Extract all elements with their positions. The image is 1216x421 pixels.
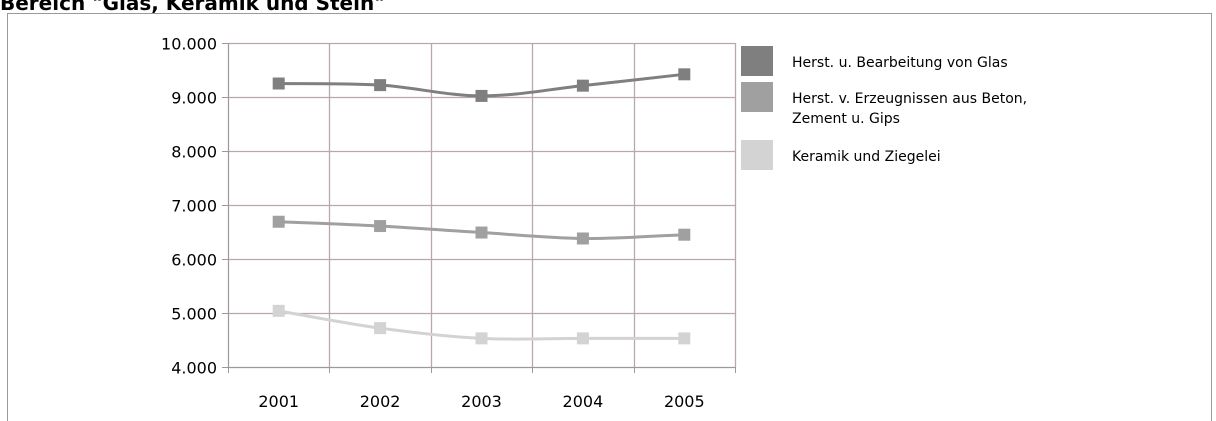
data-point-marker <box>374 322 387 335</box>
data-point-marker <box>678 68 691 81</box>
legend-label: Zement u. Gips <box>792 111 900 127</box>
y-tick-label: 7.000 <box>171 197 217 216</box>
legend-swatch <box>741 82 773 112</box>
data-point-marker <box>475 89 488 102</box>
legend-swatch <box>741 46 773 76</box>
x-tick-label: 2002 <box>360 392 401 411</box>
axes <box>222 43 736 373</box>
data-point-marker <box>272 304 285 317</box>
legend: Herst. u. Bearbeitung von Glas Herst. v. … <box>741 46 1027 170</box>
grid-lines <box>228 42 737 367</box>
page-title: Bereich "Glas, Keramik und Stein" <box>0 0 385 15</box>
data-point-marker <box>475 226 488 239</box>
y-tick-label: 10.000 <box>161 35 217 54</box>
y-tick-label: 8.000 <box>171 143 217 162</box>
data-point-marker <box>272 77 285 90</box>
x-tick-label: 2001 <box>258 392 299 411</box>
chart-frame <box>7 13 1212 421</box>
y-tick-label: 4.000 <box>171 359 217 378</box>
data-point-marker <box>272 215 285 228</box>
series-lines <box>272 68 691 345</box>
y-tick-label: 9.000 <box>171 89 217 108</box>
data-point-marker <box>374 220 387 233</box>
data-point-marker <box>475 332 488 345</box>
data-point-marker <box>678 228 691 241</box>
data-point-marker <box>576 232 589 245</box>
x-tick-labels: 2001 2002 2003 2004 2005 <box>258 392 704 411</box>
data-point-marker <box>678 332 691 345</box>
data-point-marker <box>374 79 387 92</box>
y-tick-label: 5.000 <box>171 305 217 324</box>
y-tick-labels: 4.000 5.000 6.000 7.000 8.000 9.000 10.000 <box>161 35 217 378</box>
x-tick-label: 2004 <box>563 392 604 411</box>
data-point-marker <box>576 79 589 92</box>
x-tick-label: 2003 <box>461 392 502 411</box>
x-tick-label: 2005 <box>664 392 705 411</box>
legend-label: Herst. u. Bearbeitung von Glas <box>792 55 1008 71</box>
y-tick-label: 6.000 <box>171 251 217 270</box>
legend-label: Herst. v. Erzeugnissen aus Beton, <box>792 91 1027 107</box>
legend-swatch <box>741 140 773 170</box>
data-point-marker <box>576 332 589 345</box>
legend-label: Keramik und Ziegelei <box>792 149 941 165</box>
